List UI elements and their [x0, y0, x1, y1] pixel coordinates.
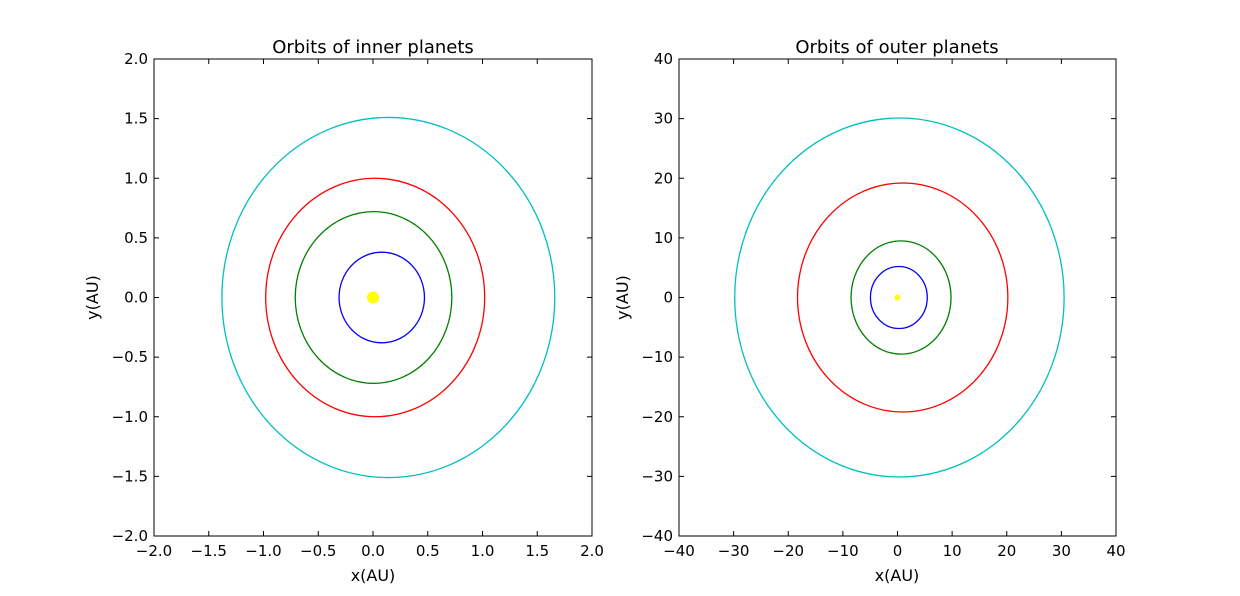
y-tick-label: −2.0 — [112, 527, 148, 545]
y-tick-label: 1.0 — [124, 169, 148, 187]
x-tick-label: 2.0 — [580, 542, 604, 560]
y-tick-label: 0.0 — [124, 289, 148, 307]
x-tick-label: 0.0 — [361, 542, 385, 560]
y-axis: −40 −30 −20 −10 0 10 20 30 40 — [641, 50, 1116, 545]
y-tick-label: −30 — [641, 467, 673, 485]
y-tick-label: 40 — [654, 50, 673, 68]
y-tick-label: −40 — [641, 527, 673, 545]
x-axis: −40 −30 −20 −10 0 10 20 30 40 — [663, 59, 1126, 560]
plot-area — [734, 117, 1065, 478]
y-tick-label: 1.5 — [124, 110, 148, 128]
orbit-line-3 — [796, 182, 1009, 413]
chart-title: Orbits of inner planets — [272, 37, 474, 58]
y-tick-label: 0.5 — [124, 229, 148, 247]
y-axis: −2.0 −1.5 −1.0 −0.5 0.0 0.5 1.0 1.5 2.0 — [112, 50, 592, 545]
x-tick-label: 0 — [893, 542, 903, 560]
sun-marker — [367, 291, 379, 304]
x-tick-label: −20 — [772, 542, 804, 560]
orbit-line-4 — [734, 117, 1065, 478]
x-tick-label: −1.5 — [191, 542, 227, 560]
y-axis-label: y(AU) — [613, 275, 632, 320]
orbit-line-2 — [850, 240, 952, 355]
y-tick-label: 30 — [654, 110, 673, 128]
x-axis: −2.0 −1.5 −1.0 −0.5 0.0 0.5 1.0 1.5 2.0 — [136, 59, 604, 560]
orbit-line-3 — [265, 177, 486, 418]
plot-area — [221, 116, 556, 479]
x-tick-label: 30 — [1052, 542, 1071, 560]
x-tick-label: −1.0 — [245, 542, 281, 560]
y-tick-label: −0.5 — [112, 348, 148, 366]
orbit-line-1 — [869, 265, 928, 330]
x-tick-label: 10 — [943, 542, 962, 560]
orbit-line-2 — [294, 210, 453, 385]
x-tick-label: −2.0 — [136, 542, 172, 560]
x-tick-label: −40 — [663, 542, 695, 560]
orbit-line-1 — [338, 251, 426, 344]
x-tick-label: −30 — [718, 542, 750, 560]
chart-title: Orbits of outer planets — [795, 37, 998, 58]
x-tick-label: −0.5 — [300, 542, 336, 560]
sun-marker — [894, 294, 901, 301]
x-axis-label: x(AU) — [351, 566, 396, 585]
y-axis-label: y(AU) — [83, 275, 102, 320]
x-tick-label: 0.5 — [416, 542, 440, 560]
x-tick-label: −10 — [827, 542, 859, 560]
inner-planets-panel: Orbits of inner planets −2.0 −1.5 −1.0 −0.5… — [83, 37, 604, 585]
y-tick-label: −1.5 — [112, 467, 148, 485]
y-tick-label: −10 — [641, 348, 673, 366]
x-tick-label: 1.5 — [525, 542, 549, 560]
x-tick-label: 40 — [1106, 542, 1125, 560]
y-tick-label: 2.0 — [124, 50, 148, 68]
orbit-line-4 — [221, 116, 556, 479]
y-tick-label: 20 — [654, 169, 673, 187]
x-axis-label: x(AU) — [875, 566, 920, 585]
outer-planets-panel: Orbits of outer planets −40 −30 −20 −10 0 10 2… — [613, 37, 1126, 585]
y-tick-label: −1.0 — [112, 408, 148, 426]
y-tick-label: −20 — [641, 408, 673, 426]
y-tick-label: 10 — [654, 229, 673, 247]
y-tick-label: 0 — [663, 289, 673, 307]
x-tick-label: 1.0 — [471, 542, 495, 560]
x-tick-label: 20 — [997, 542, 1016, 560]
